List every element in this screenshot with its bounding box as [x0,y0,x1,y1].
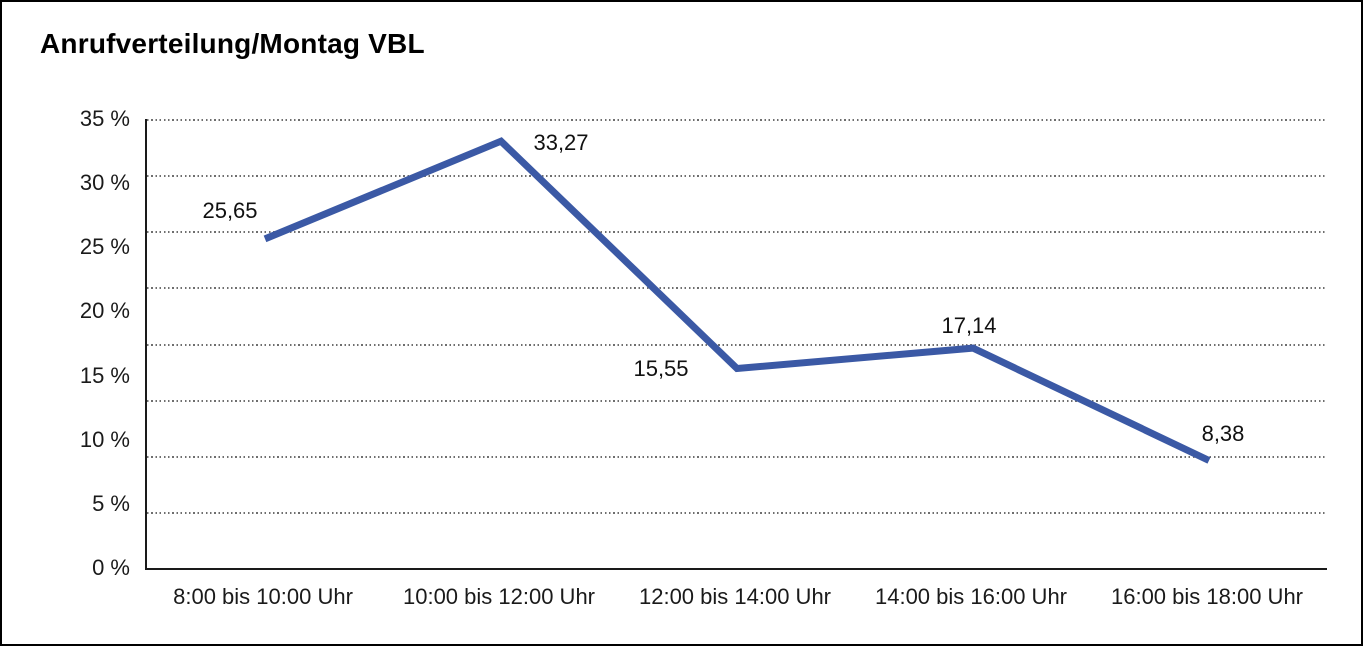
data-point-label: 8,38 [1201,421,1245,447]
data-point-label: 17,14 [941,313,997,339]
data-line [263,137,1211,464]
chart-title: Anrufverteilung/Montag VBL [40,28,425,59]
y-tick-label: 10 % [79,426,130,452]
x-tick-label: 16:00 bis 18:00 Uhr [1110,584,1304,609]
data-line-layer [263,137,1211,464]
x-tick-label: 14:00 bis 16:00 Uhr [874,584,1068,609]
x-tick-label: 8:00 bis 10:00 Uhr [173,584,353,609]
y-tick-label: 15 % [79,362,130,388]
y-tick-label: 5 % [92,490,130,516]
y-tick-label: 20 % [79,298,130,324]
data-point-label: 15,55 [633,355,689,381]
data-point-label: 25,65 [202,197,258,223]
y-tick-label: 25 % [79,234,130,260]
y-tick-label: 30 % [79,170,130,196]
x-tick-label: 10:00 bis 12:00 Uhr [402,584,596,609]
data-point-label: 33,27 [533,130,589,156]
y-tick-label: 35 % [79,106,130,131]
x-tick-label: 12:00 bis 14:00 Uhr [638,584,832,609]
y-tick-label: 0 % [92,555,130,580]
plot-area: 25,65 33,27 15,55 17,14 8,38 [145,119,1327,570]
